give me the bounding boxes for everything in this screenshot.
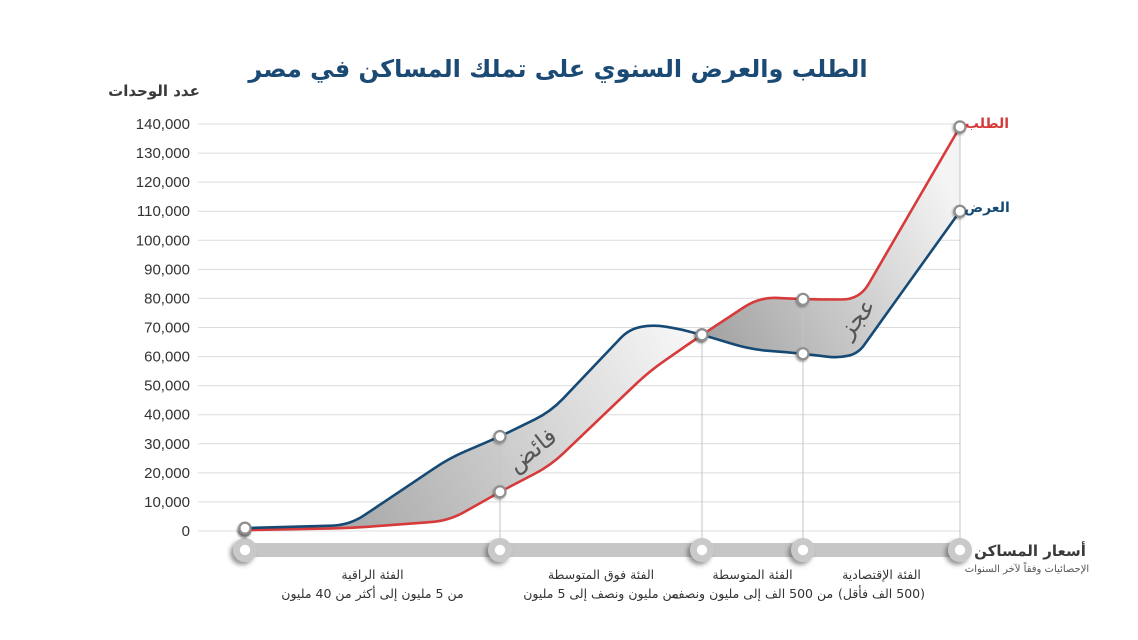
y-tick-label: 130,000 xyxy=(136,145,190,162)
supply-marker xyxy=(238,521,252,535)
supply-marker xyxy=(695,328,709,342)
x-axis-title: أسعار المساكن xyxy=(974,541,1086,560)
y-tick-label: 20,000 xyxy=(144,465,190,482)
legend-demand: الطلب xyxy=(965,116,1009,132)
legend: الطلب العرض xyxy=(964,116,1010,216)
y-tick-label: 80,000 xyxy=(144,290,190,307)
y-tick-label: 120,000 xyxy=(136,174,190,191)
price-bar-dot-center xyxy=(954,544,966,556)
category-name: الفئة المتوسطة xyxy=(712,567,792,583)
series-markers xyxy=(238,120,967,537)
price-axis-bar xyxy=(233,538,972,562)
y-tick-label: 90,000 xyxy=(144,261,190,278)
demand-marker xyxy=(796,292,810,306)
chart-title: الطلب والعرض السنوي على تملك المساكن في … xyxy=(247,55,867,83)
y-tick-label: 40,000 xyxy=(144,407,190,424)
category-name: الفئة الراقية xyxy=(341,567,403,583)
y-tick-label: 60,000 xyxy=(144,349,190,366)
price-bar-dot-center xyxy=(494,544,506,556)
demand-marker xyxy=(493,485,507,499)
y-tick-label: 10,000 xyxy=(144,494,190,511)
y-tick-label: 70,000 xyxy=(144,320,190,337)
y-tick-label: 50,000 xyxy=(144,378,190,395)
y-tick-labels: 0 10,000 20,000 30,000 40,000 50,000 60,000 70,… xyxy=(136,116,190,540)
supply-line xyxy=(243,209,962,530)
x-axis-note: الإحصائيات وفقاً لآخر السنوات xyxy=(965,561,1089,575)
demand-marker xyxy=(953,120,967,134)
price-bar-dot-center xyxy=(696,544,708,556)
supply-marker xyxy=(796,347,810,361)
category-range: من 5 مليون إلى أكثر من 40 مليون xyxy=(281,585,463,602)
y-tick-label: 100,000 xyxy=(136,232,190,249)
category-labels: الفئة الراقية من 5 مليون إلى أكثر من 40 م… xyxy=(281,567,925,602)
deficit-area xyxy=(702,126,960,358)
y-tick-label: 110,000 xyxy=(137,203,190,220)
category-range: من 500 الف إلى مليون ونصف xyxy=(672,586,833,602)
y-axis-title: عدد الوحدات xyxy=(108,82,200,100)
category-range: من مليون ونصف إلى 5 مليون xyxy=(523,586,679,602)
category-range: (500 الف فأقل) xyxy=(838,585,925,601)
price-bar xyxy=(245,543,960,557)
price-bar-dot-center xyxy=(797,544,809,556)
category-name: الفئة الإقتصادية xyxy=(842,567,921,582)
y-tick-label: 140,000 xyxy=(136,116,190,133)
category-name: الفئة فوق المتوسطة xyxy=(548,567,654,583)
y-tick-label: 0 xyxy=(182,523,190,540)
legend-supply: العرض xyxy=(964,200,1010,216)
price-bar-dot-center xyxy=(239,544,251,556)
y-tick-label: 30,000 xyxy=(144,436,190,453)
supply-marker xyxy=(953,204,967,218)
supply-marker xyxy=(493,429,507,444)
surplus-area xyxy=(245,325,702,531)
